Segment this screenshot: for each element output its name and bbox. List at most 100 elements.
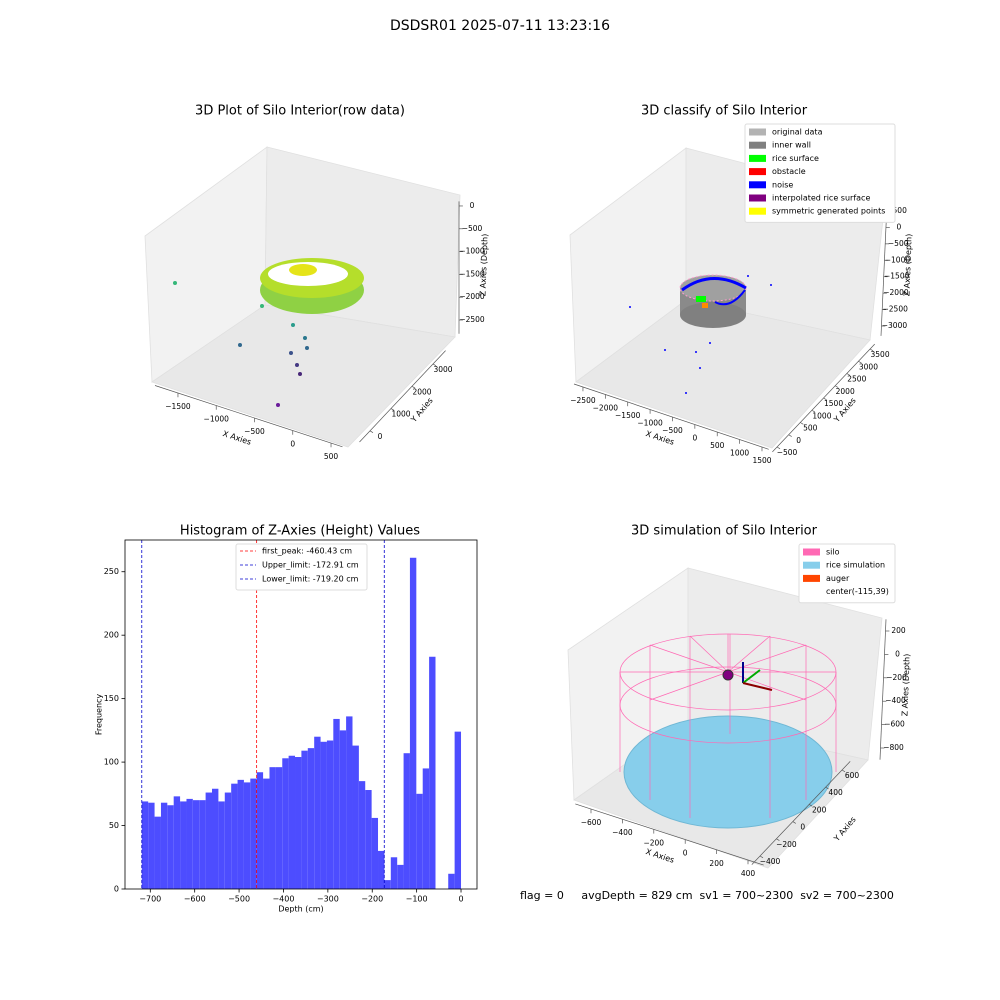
y-tick-label: 200 xyxy=(104,631,119,640)
legend-swatch xyxy=(803,548,820,556)
bar xyxy=(263,778,270,889)
y-tick-label: 3500 xyxy=(871,350,890,359)
bar xyxy=(282,758,289,889)
bar xyxy=(333,718,340,889)
tick-mark xyxy=(432,363,437,367)
bar xyxy=(218,801,225,889)
z-tick-label: −1000 xyxy=(459,247,485,256)
y-tick-label: 3000 xyxy=(433,365,452,374)
z-tick-label: 500 xyxy=(893,206,908,215)
legend-box xyxy=(744,123,896,223)
z-axis-label: Z Axies (Depth) xyxy=(900,654,911,717)
legend-swatch xyxy=(803,574,820,582)
bar xyxy=(186,798,193,889)
z-tick-label: −3000 xyxy=(882,321,908,330)
y-tick-label: 400 xyxy=(828,788,843,797)
tick-mark xyxy=(841,769,846,773)
bar xyxy=(212,788,219,889)
x-tick-label: −600 xyxy=(581,818,602,827)
x-tick-label: −300 xyxy=(317,895,339,904)
y-tick-label: 0 xyxy=(800,823,805,832)
tick-mark xyxy=(411,385,416,389)
bar xyxy=(397,864,404,889)
y-tick-label: −500 xyxy=(777,448,798,457)
bar xyxy=(358,781,366,889)
legend: first_peak: -460.43 cm Upper_limit: -172.… xyxy=(235,543,368,591)
x-tick-label: −1000 xyxy=(204,415,230,424)
x-tick-label: −200 xyxy=(361,895,383,904)
tick-mark xyxy=(834,385,839,388)
x-tick-label: 200 xyxy=(709,859,724,868)
y-tick-label: 2500 xyxy=(847,375,866,384)
legend-label: Upper_limit: -172.91 cm xyxy=(262,561,359,570)
tick-mark xyxy=(823,397,827,401)
y-tick-label: −400 xyxy=(760,857,781,866)
x-tick-label: −2000 xyxy=(593,404,619,413)
bar xyxy=(301,750,308,889)
x-axis-line xyxy=(573,383,769,450)
legend-swatch xyxy=(749,154,766,162)
x-tick-label: −2500 xyxy=(570,396,596,405)
bar xyxy=(346,716,353,889)
x-tick-label: −700 xyxy=(139,895,161,904)
legend-label: center(-115,39) xyxy=(826,587,889,596)
x-tick-label: −100 xyxy=(406,895,428,904)
z-tick-label: −1500 xyxy=(884,272,910,281)
legend-label: rice simulation xyxy=(826,561,885,570)
x-tick-label: 0 xyxy=(290,440,295,449)
chart-title: 3D Plot of Silo Interior(row data) xyxy=(195,104,405,119)
legend-swatch xyxy=(749,128,766,136)
y-axis-line xyxy=(751,761,851,865)
y-tick-label: 0 xyxy=(378,432,383,441)
bar xyxy=(422,768,430,889)
z-tick-label: −2000 xyxy=(883,288,909,297)
legend-swatch xyxy=(749,194,766,202)
y-tick-label: 200 xyxy=(812,805,827,814)
legend-swatch xyxy=(749,141,766,149)
bar xyxy=(167,805,174,889)
tick-mark xyxy=(390,408,395,411)
legend-label: obstacle xyxy=(772,167,806,176)
legend-label: auger xyxy=(826,574,850,583)
bar xyxy=(154,816,161,889)
tick-mark xyxy=(792,821,796,824)
status-text: flag = 0 avgDepth = 829 cm sv1 = 700~230… xyxy=(520,889,894,902)
legend: silo rice simulation auger center(-115,39) xyxy=(798,543,896,604)
x-axis-line xyxy=(154,385,343,448)
x-tick-label: 400 xyxy=(741,869,756,878)
bar xyxy=(314,736,321,889)
bar xyxy=(250,778,257,889)
bar xyxy=(320,741,327,889)
y-tick-label: 1000 xyxy=(391,410,410,419)
bar xyxy=(160,802,168,889)
z-tick-label: 200 xyxy=(891,626,906,635)
bar xyxy=(180,801,187,889)
bar xyxy=(429,656,436,889)
x-tick-label: −1000 xyxy=(637,419,663,428)
bar xyxy=(199,800,206,889)
x-tick-label: 0 xyxy=(458,895,463,904)
bar xyxy=(269,767,276,889)
tick-mark xyxy=(825,786,829,790)
bar xyxy=(243,782,251,889)
bar xyxy=(224,792,232,889)
legend-label: interpolated rice surface xyxy=(772,194,870,203)
y-tick-label: 0 xyxy=(796,436,801,445)
x-tick-label: −500 xyxy=(662,426,683,435)
legend-label: symmetric generated points xyxy=(772,207,885,216)
y-axis-line xyxy=(359,350,446,443)
silo-simulation xyxy=(619,633,837,829)
point-cloud xyxy=(173,258,364,407)
legend-swatch xyxy=(749,207,766,215)
tick-mark xyxy=(776,446,781,450)
bar xyxy=(192,800,200,889)
z-tick-label: −500 xyxy=(462,224,483,233)
z-tick-label: −500 xyxy=(888,239,909,248)
z-tick-label: −2500 xyxy=(883,305,909,314)
z-tick-label: −1000 xyxy=(885,255,911,264)
tick-mark xyxy=(800,422,804,425)
y-axis-label: Frequency xyxy=(95,694,104,736)
x-tick-label: 1000 xyxy=(730,449,749,458)
z-tick-label: −2000 xyxy=(459,292,485,301)
